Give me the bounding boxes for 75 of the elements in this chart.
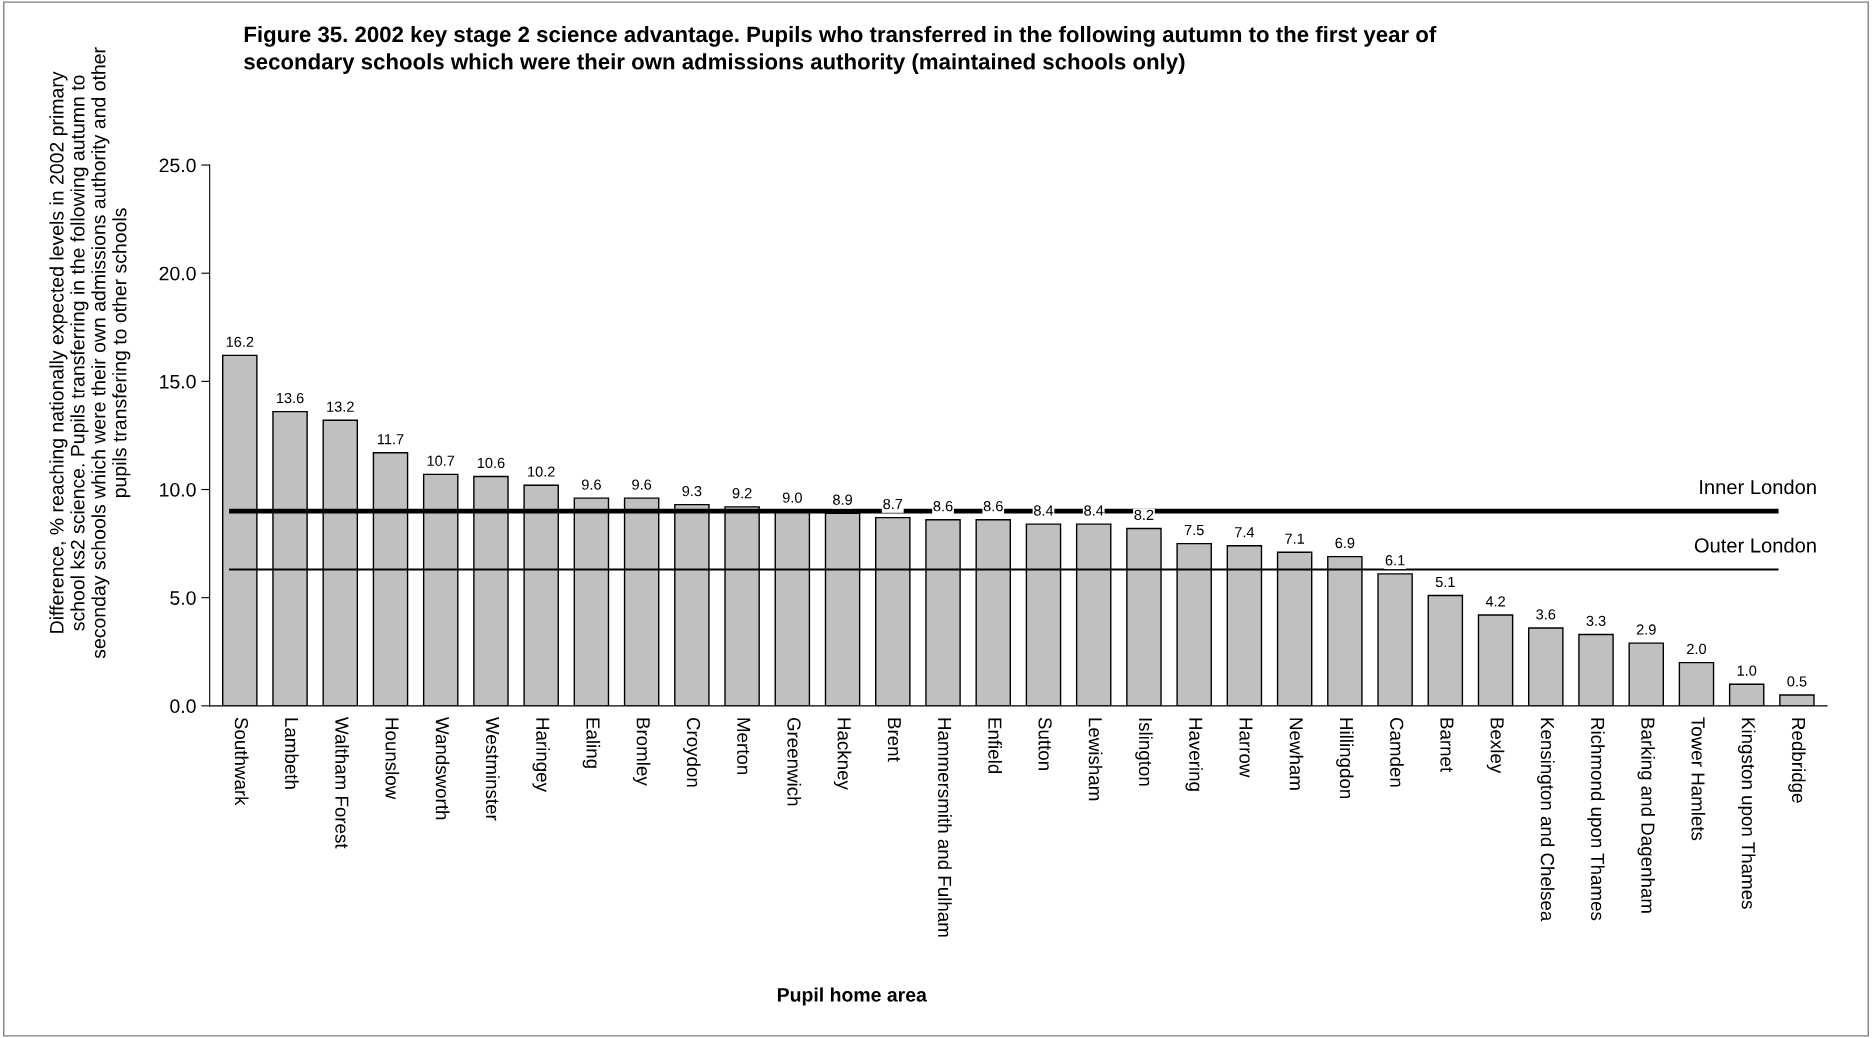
- y-axis-title: Difference, % reaching nationally expected levels in 2002 primary school ks2 science. Pupils transferring in the following autumn to seconday schools which were their own admissions authority and other pupils transfering to other schools: [49, 47, 131, 659]
- data-label: 8.4: [1033, 505, 1054, 516]
- data-label: 4.2: [1485, 596, 1505, 607]
- data-label: 2.0: [1687, 643, 1707, 655]
- x-tick-label: Waltham Forest: [335, 717, 349, 849]
- y-tick-label: 5.0: [170, 591, 196, 605]
- data-label: 7.5: [1184, 524, 1204, 536]
- x-tick-label: Newham: [1289, 718, 1304, 790]
- data-label: 3.6: [1536, 609, 1556, 620]
- ref-line-label: Inner London: [1700, 479, 1816, 495]
- x-tick-label: Bromley: [632, 718, 651, 786]
- data-label: 11.7: [377, 434, 404, 445]
- x-tick-label: Haringey: [532, 718, 550, 792]
- x-tick-label: Hillingdon: [1336, 718, 1354, 799]
- data-label: 10.7: [427, 455, 455, 466]
- x-tick-label: Barnet: [1440, 718, 1454, 773]
- y-tick-label: 15.0: [160, 374, 196, 389]
- x-tick-label: Brent: [887, 718, 901, 762]
- x-tick-label: Lambeth: [285, 718, 299, 789]
- x-tick-label: Ealing: [582, 718, 601, 768]
- data-label: 7.1: [1285, 533, 1305, 544]
- x-tick-label: Harrow: [1239, 718, 1253, 778]
- x-tick-label: Tower Hamlets: [1691, 717, 1706, 841]
- y-tick-label: 0.0: [170, 699, 196, 714]
- x-tick-label: Hackney: [833, 718, 852, 790]
- data-label: 3.3: [1586, 615, 1606, 627]
- data-label: 9.6: [632, 479, 652, 490]
- data-label: 2.9: [1636, 624, 1656, 635]
- data-label: 8.6: [983, 501, 1003, 512]
- x-tick-label: Croydon: [683, 717, 701, 787]
- x-tick-label: Havering: [1185, 718, 1203, 791]
- x-tick-label: Southwark: [234, 717, 249, 806]
- x-tick-label: Kensington and Chelsea: [1537, 718, 1555, 922]
- data-label: 8.4: [1084, 505, 1104, 516]
- data-label: 13.2: [327, 401, 354, 412]
- data-label: 1.0: [1737, 665, 1757, 676]
- x-tick-label: Islington: [1135, 718, 1153, 786]
- chart-title: Figure 35. 2002 key stage 2 science advantage. Pupils who transferred in the following autumn to the first year of secondary schools which were their own admissions authority (maintained schools only): [244, 25, 1437, 74]
- x-tick-label: Westminster: [485, 717, 500, 821]
- data-label: 13.6: [276, 392, 304, 404]
- x-tick-label: Sutton: [1038, 717, 1052, 770]
- x-tick-label: Hammersmith and Fulham: [937, 718, 952, 937]
- x-tick-label: Camden: [1390, 717, 1404, 787]
- data-label: 8.9: [833, 494, 853, 505]
- x-tick-label: Enfield: [988, 718, 1002, 774]
- ref-line-label: Outer London: [1694, 537, 1816, 553]
- x-tick-label: Merton: [737, 718, 751, 775]
- y-tick-label: 20.0: [159, 266, 196, 281]
- x-tick-label: Redbridge: [1788, 718, 1806, 803]
- data-label: 9.3: [682, 485, 702, 497]
- data-label: 10.6: [477, 457, 505, 469]
- x-tick-label: Wandsworth: [435, 717, 450, 820]
- data-label: 7.4: [1235, 527, 1255, 538]
- data-label: 8.6: [933, 501, 953, 512]
- data-label: 5.1: [1435, 576, 1455, 588]
- data-label: 16.2: [226, 336, 254, 347]
- x-tick-label: Richmond upon Thames: [1587, 718, 1605, 921]
- x-tick-label: Bexley: [1486, 718, 1505, 774]
- data-label: 8.7: [883, 498, 903, 510]
- x-tick-label: Hounslow: [385, 718, 400, 800]
- data-label: 10.2: [528, 466, 555, 477]
- x-tick-label: Barking and Dagenham: [1637, 718, 1655, 913]
- x-tick-label: Kingston upon Thames: [1737, 718, 1756, 909]
- data-label: 9.6: [581, 479, 601, 490]
- data-label: 6.1: [1385, 555, 1405, 566]
- data-label: 0.5: [1787, 676, 1807, 687]
- y-tick-label: 10.0: [160, 482, 196, 497]
- data-label: 8.2: [1134, 509, 1154, 521]
- x-tick-label: Greenwich: [787, 717, 802, 806]
- x-axis-title: Pupil home area: [777, 987, 927, 1006]
- data-label: 9.0: [782, 492, 802, 503]
- data-label: 6.9: [1335, 537, 1355, 549]
- x-tick-label: Lewisham: [1088, 718, 1103, 801]
- y-tick-label: 25.0: [159, 158, 196, 173]
- data-label: 9.2: [732, 488, 752, 499]
